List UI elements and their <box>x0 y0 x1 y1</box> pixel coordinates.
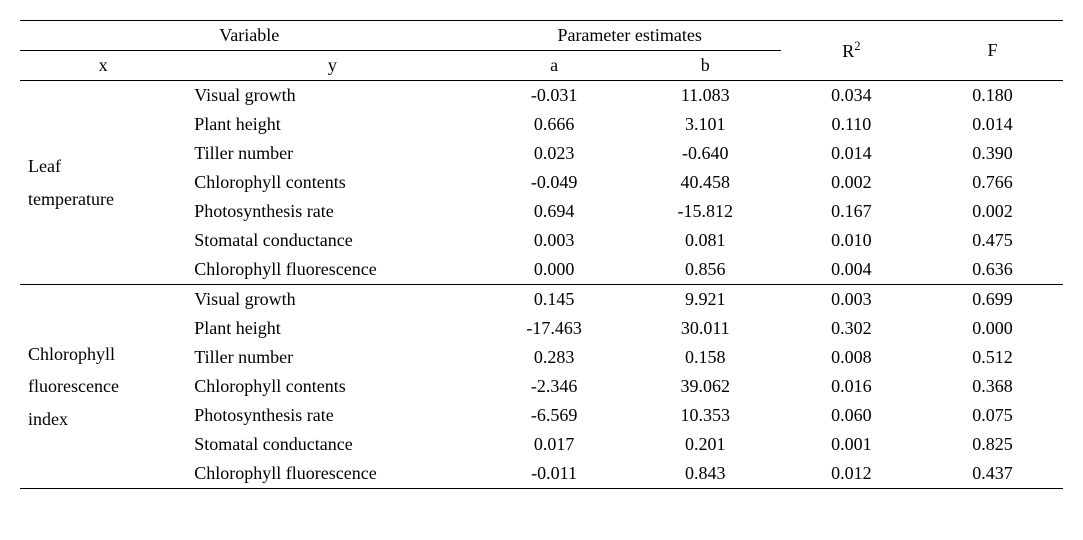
value-cell-b: 0.158 <box>630 343 781 372</box>
value-cell-b: 0.856 <box>630 255 781 285</box>
value-cell-a: 0.017 <box>479 430 630 459</box>
value-cell-r2: 0.302 <box>781 314 922 343</box>
value-cell-b: -15.812 <box>630 197 781 226</box>
table-row: LeaftemperatureVisual growth-0.03111.083… <box>20 81 1063 111</box>
value-cell-f: 0.390 <box>922 139 1063 168</box>
value-cell-b: 3.101 <box>630 110 781 139</box>
y-variable-cell: Tiller number <box>186 343 478 372</box>
value-cell-f: 0.636 <box>922 255 1063 285</box>
value-cell-a: 0.003 <box>479 226 630 255</box>
value-cell-b: 39.062 <box>630 372 781 401</box>
y-variable-cell: Stomatal conductance <box>186 226 478 255</box>
regression-table: Variable Parameter estimates R2 F x y a … <box>20 20 1063 489</box>
value-cell-b: 10.353 <box>630 401 781 430</box>
value-cell-f: 0.825 <box>922 430 1063 459</box>
y-variable-cell: Chlorophyll contents <box>186 372 478 401</box>
value-cell-r2: 0.003 <box>781 285 922 315</box>
value-cell-r2: 0.110 <box>781 110 922 139</box>
value-cell-f: 0.368 <box>922 372 1063 401</box>
header-variable: Variable <box>20 21 479 51</box>
value-cell-f: 0.002 <box>922 197 1063 226</box>
value-cell-b: 0.201 <box>630 430 781 459</box>
y-variable-cell: Chlorophyll contents <box>186 168 478 197</box>
header-x: x <box>20 51 186 81</box>
value-cell-f: 0.180 <box>922 81 1063 111</box>
value-cell-f: 0.512 <box>922 343 1063 372</box>
value-cell-a: -0.011 <box>479 459 630 489</box>
x-variable-cell: Chlorophyllfluorescenceindex <box>20 285 186 489</box>
y-variable-cell: Visual growth <box>186 81 478 111</box>
y-variable-cell: Chlorophyll fluorescence <box>186 255 478 285</box>
value-cell-r2: 0.060 <box>781 401 922 430</box>
value-cell-a: -0.031 <box>479 81 630 111</box>
value-cell-a: -6.569 <box>479 401 630 430</box>
value-cell-a: 0.145 <box>479 285 630 315</box>
value-cell-a: 0.694 <box>479 197 630 226</box>
header-a: a <box>479 51 630 81</box>
x-variable-cell: Leaftemperature <box>20 81 186 285</box>
table-row: ChlorophyllfluorescenceindexVisual growt… <box>20 285 1063 315</box>
value-cell-a: -0.049 <box>479 168 630 197</box>
y-variable-cell: Plant height <box>186 110 478 139</box>
value-cell-f: 0.766 <box>922 168 1063 197</box>
value-cell-f: 0.475 <box>922 226 1063 255</box>
y-variable-cell: Visual growth <box>186 285 478 315</box>
y-variable-cell: Tiller number <box>186 139 478 168</box>
header-f: F <box>922 21 1063 81</box>
value-cell-a: -17.463 <box>479 314 630 343</box>
value-cell-r2: 0.014 <box>781 139 922 168</box>
table-header: Variable Parameter estimates R2 F x y a … <box>20 21 1063 81</box>
value-cell-b: 0.081 <box>630 226 781 255</box>
value-cell-r2: 0.167 <box>781 197 922 226</box>
value-cell-f: 0.000 <box>922 314 1063 343</box>
value-cell-f: 0.075 <box>922 401 1063 430</box>
header-parameter-estimates: Parameter estimates <box>479 21 781 51</box>
value-cell-f: 0.699 <box>922 285 1063 315</box>
header-y: y <box>186 51 478 81</box>
value-cell-b: 11.083 <box>630 81 781 111</box>
value-cell-b: -0.640 <box>630 139 781 168</box>
table-body: LeaftemperatureVisual growth-0.03111.083… <box>20 81 1063 489</box>
value-cell-b: 9.921 <box>630 285 781 315</box>
value-cell-b: 30.011 <box>630 314 781 343</box>
value-cell-b: 0.843 <box>630 459 781 489</box>
value-cell-r2: 0.016 <box>781 372 922 401</box>
value-cell-r2: 0.001 <box>781 430 922 459</box>
value-cell-a: 0.023 <box>479 139 630 168</box>
value-cell-a: 0.000 <box>479 255 630 285</box>
header-b: b <box>630 51 781 81</box>
header-r2: R2 <box>781 21 922 81</box>
y-variable-cell: Photosynthesis rate <box>186 401 478 430</box>
value-cell-f: 0.014 <box>922 110 1063 139</box>
value-cell-a: 0.666 <box>479 110 630 139</box>
value-cell-a: -2.346 <box>479 372 630 401</box>
value-cell-r2: 0.008 <box>781 343 922 372</box>
y-variable-cell: Stomatal conductance <box>186 430 478 459</box>
value-cell-r2: 0.012 <box>781 459 922 489</box>
value-cell-f: 0.437 <box>922 459 1063 489</box>
value-cell-r2: 0.034 <box>781 81 922 111</box>
y-variable-cell: Plant height <box>186 314 478 343</box>
value-cell-r2: 0.004 <box>781 255 922 285</box>
y-variable-cell: Photosynthesis rate <box>186 197 478 226</box>
y-variable-cell: Chlorophyll fluorescence <box>186 459 478 489</box>
value-cell-b: 40.458 <box>630 168 781 197</box>
value-cell-a: 0.283 <box>479 343 630 372</box>
value-cell-r2: 0.002 <box>781 168 922 197</box>
value-cell-r2: 0.010 <box>781 226 922 255</box>
